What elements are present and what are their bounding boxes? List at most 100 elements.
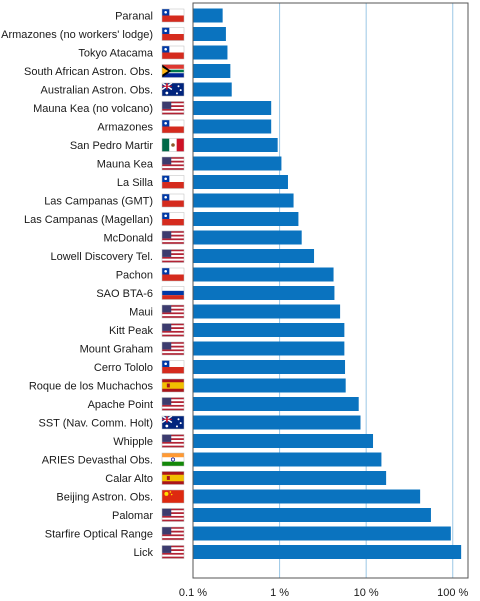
- category-label: San Pedro Martir: [70, 140, 153, 152]
- bar: [193, 101, 272, 115]
- category-label: Beijing Astron. Obs.: [56, 492, 153, 504]
- bar: [193, 508, 431, 522]
- usa-flag-icon: [161, 545, 185, 559]
- usa-flag-icon: [161, 230, 185, 245]
- category-label: SST (Nav. Comm. Holt): [39, 418, 154, 430]
- bar: [193, 415, 361, 430]
- category-label: Tokyo Atacama: [78, 48, 153, 60]
- usa-flag-icon: [161, 249, 185, 263]
- chile-flag-icon: [161, 212, 185, 226]
- bar: [193, 212, 299, 226]
- category-label: Mauna Kea: [97, 159, 154, 171]
- bar: [193, 138, 278, 152]
- bar: [193, 8, 223, 23]
- chile-flag-icon: [161, 8, 185, 23]
- flag-icons: [161, 8, 185, 559]
- category-label: McDonald: [103, 233, 153, 245]
- category-label: Lowell Discovery Tel.: [50, 251, 153, 263]
- usa-flag-icon: [161, 434, 185, 448]
- mexico-flag-icon: [161, 138, 185, 152]
- bar: [193, 27, 226, 41]
- bar: [193, 156, 282, 171]
- chile-flag-icon: [161, 267, 185, 282]
- x-tick-label: 10 %: [354, 587, 379, 599]
- bar: [193, 119, 272, 134]
- category-label: SAO BTA-6: [96, 288, 153, 300]
- bar: [193, 175, 288, 189]
- category-label: ARIES Devasthal Obs.: [42, 455, 153, 467]
- bar: [193, 286, 335, 300]
- category-label: Calar Alto: [105, 473, 153, 485]
- russia-flag-icon: [161, 286, 185, 300]
- category-labels: Paranal Armazones (no workers' lodge) Toky…: [1, 11, 154, 560]
- category-label: Armazones (no workers' lodge): [1, 29, 153, 41]
- category-label: Maui: [129, 307, 153, 319]
- spain-flag-icon: [161, 378, 185, 393]
- bar: [193, 64, 231, 78]
- australia-flag-icon: [161, 82, 185, 97]
- x-tick-label: 0.1 %: [179, 587, 207, 599]
- bar: [193, 304, 341, 319]
- south-africa-flag-icon: [161, 64, 185, 78]
- usa-flag-icon: [161, 508, 185, 522]
- category-label: Roque de los Muchachos: [29, 381, 154, 393]
- bar: [193, 82, 232, 97]
- bar: [193, 545, 462, 559]
- plot-frame: [192, 2, 469, 579]
- category-label: Armazones: [97, 122, 153, 134]
- bar: [193, 323, 345, 337]
- bar: [193, 360, 346, 374]
- usa-flag-icon: [161, 397, 185, 411]
- bar: [193, 341, 345, 356]
- usa-flag-icon: [161, 323, 185, 337]
- category-label: Mauna Kea (no volcano): [33, 103, 153, 115]
- bar: [193, 434, 374, 448]
- china-flag-icon: [161, 489, 185, 504]
- category-label: Australian Astron. Obs.: [41, 85, 154, 97]
- bar: [193, 378, 346, 393]
- chile-flag-icon: [161, 193, 185, 208]
- category-label: La Silla: [117, 177, 154, 189]
- chile-flag-icon: [161, 27, 185, 41]
- bars-layer: [193, 8, 462, 559]
- category-label: Lick: [133, 547, 153, 559]
- india-flag-icon: [161, 452, 185, 467]
- chile-flag-icon: [161, 119, 185, 134]
- bar: [193, 249, 315, 263]
- bar: [193, 526, 451, 541]
- chile-flag-icon: [161, 360, 185, 374]
- bar: [193, 193, 294, 208]
- category-label: South African Astron. Obs.: [24, 66, 153, 78]
- bar: [193, 489, 421, 504]
- category-label: Paranal: [115, 11, 153, 23]
- usa-flag-icon: [161, 341, 185, 356]
- usa-flag-icon: [161, 101, 185, 115]
- category-label: Starfire Optical Range: [45, 529, 153, 541]
- bar: [193, 230, 302, 245]
- bar: [193, 452, 382, 467]
- bar: [193, 45, 228, 60]
- usa-flag-icon: [161, 526, 185, 541]
- bar: [193, 397, 359, 411]
- chile-flag-icon: [161, 45, 185, 60]
- category-label: Apache Point: [88, 399, 153, 411]
- bar: [193, 471, 387, 485]
- x-axis-ticks: 0.1 % 1 % 10 % 100 %: [179, 587, 469, 599]
- category-label: Las Campanas (Magellan): [24, 214, 153, 226]
- category-label: Mount Graham: [80, 344, 153, 356]
- chile-flag-icon: [161, 175, 185, 189]
- category-label: Palomar: [112, 510, 153, 522]
- category-label: Las Campanas (GMT): [44, 196, 153, 208]
- category-label: Whipple: [113, 436, 153, 448]
- bar: [193, 267, 334, 282]
- x-tick-label: 1 %: [270, 587, 289, 599]
- spain-flag-icon: [161, 471, 185, 485]
- usa-flag-icon: [161, 156, 185, 171]
- usa-flag-icon: [161, 304, 185, 319]
- x-tick-label: 100 %: [437, 587, 468, 599]
- category-label: Pachon: [116, 270, 153, 282]
- category-label: Cerro Tololo: [94, 362, 153, 374]
- category-label: Kitt Peak: [109, 325, 154, 337]
- australia-flag-icon: [161, 415, 185, 430]
